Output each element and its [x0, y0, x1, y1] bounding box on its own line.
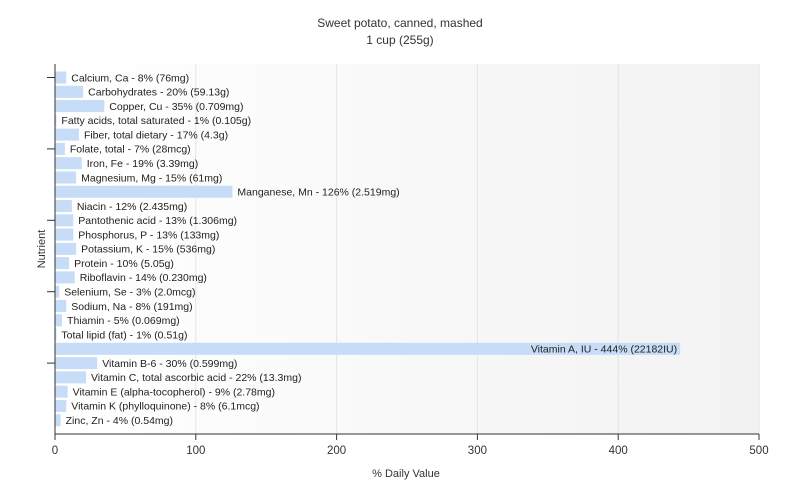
chart-title: Sweet potato, canned, mashed [317, 16, 482, 30]
bar [55, 314, 63, 327]
bar-label: Selenium, Se - 3% (2.0mcg) [64, 287, 195, 299]
bar-label: Copper, Cu - 35% (0.709mg) [109, 101, 243, 113]
x-tick-label: 0 [52, 445, 58, 457]
bar [55, 299, 67, 312]
x-tick-label: 500 [749, 445, 768, 457]
x-tick-label: 400 [609, 445, 628, 457]
bar [55, 271, 75, 284]
bar-label: Vitamin E (alpha-tocopherol) - 9% (2.78m… [73, 386, 275, 398]
bar-label: Fiber, total dietary - 17% (4.3g) [84, 129, 228, 141]
bar [55, 399, 67, 412]
bar [55, 85, 84, 98]
bar [55, 328, 57, 341]
x-tick-label: 200 [327, 445, 346, 457]
bar-label: Potassium, K - 15% (536mg) [81, 244, 215, 256]
gridlines [195, 64, 760, 434]
bar-label: Vitamin B-6 - 30% (0.599mg) [102, 358, 237, 370]
bar [55, 157, 82, 170]
axes: 0 100 200 300 400 500 [47, 64, 769, 457]
bar-label: Magnesium, Mg - 15% (61mg) [81, 172, 222, 184]
bar [55, 142, 65, 155]
bar [55, 171, 77, 184]
bar-label: Vitamin C, total ascorbic acid - 22% (13… [91, 372, 301, 384]
bar [55, 285, 60, 298]
bar [55, 185, 233, 198]
bar [55, 214, 74, 227]
bar-label: Protein - 10% (5.05g) [74, 258, 174, 270]
x-tick-label: 100 [186, 445, 205, 457]
bar-label: Folate, total - 7% (28mcg) [70, 144, 191, 156]
bar [55, 228, 74, 241]
bar [55, 114, 57, 127]
y-axis-label: Nutrient [36, 230, 48, 269]
bar-label: Manganese, Mn - 126% (2.519mg) [237, 187, 399, 199]
bar-label: Vitamin A, IU - 444% (22182IU) [531, 344, 677, 356]
bar-label: Zinc, Zn - 4% (0.54mg) [66, 415, 173, 427]
bar-label: Sodium, Na - 8% (191mg) [71, 301, 192, 313]
bar-label: Total lipid (fat) - 1% (0.51g) [61, 329, 187, 341]
x-axis-label: % Daily Value [372, 468, 440, 480]
bar [55, 128, 79, 141]
bar-label: Fatty acids, total saturated - 1% (0.105… [61, 115, 251, 127]
bar [55, 357, 98, 370]
bar-label: Thiamin - 5% (0.069mg) [67, 315, 180, 327]
bar [55, 257, 70, 270]
bar-label: Vitamin K (phylloquinone) - 8% (6.1mcg) [71, 401, 259, 413]
bars: Calcium, Ca - 8% (76mg) Carbohydrates - 2… [55, 71, 681, 427]
bar-label: Iron, Fe - 19% (3.39mg) [87, 158, 198, 170]
bar-label: Carbohydrates - 20% (59.13g) [88, 87, 229, 99]
bar [55, 100, 105, 113]
x-tick-label: 300 [468, 445, 487, 457]
bar-label: Pantothenic acid - 13% (1.306mg) [78, 215, 237, 227]
bar [55, 342, 681, 355]
bar-label: Phosphorus, P - 13% (133mg) [78, 229, 219, 241]
bar-label: Niacin - 12% (2.435mg) [77, 201, 187, 213]
bar-label: Calcium, Ca - 8% (76mg) [71, 72, 189, 84]
bar [55, 242, 77, 255]
plot-background [55, 64, 759, 434]
bar [55, 371, 86, 384]
bar [55, 200, 72, 213]
bar [55, 414, 61, 427]
bar-label: Riboflavin - 14% (0.230mg) [80, 272, 207, 284]
bar [55, 71, 67, 84]
bar [55, 385, 68, 398]
chart-subtitle: 1 cup (255g) [366, 33, 433, 47]
